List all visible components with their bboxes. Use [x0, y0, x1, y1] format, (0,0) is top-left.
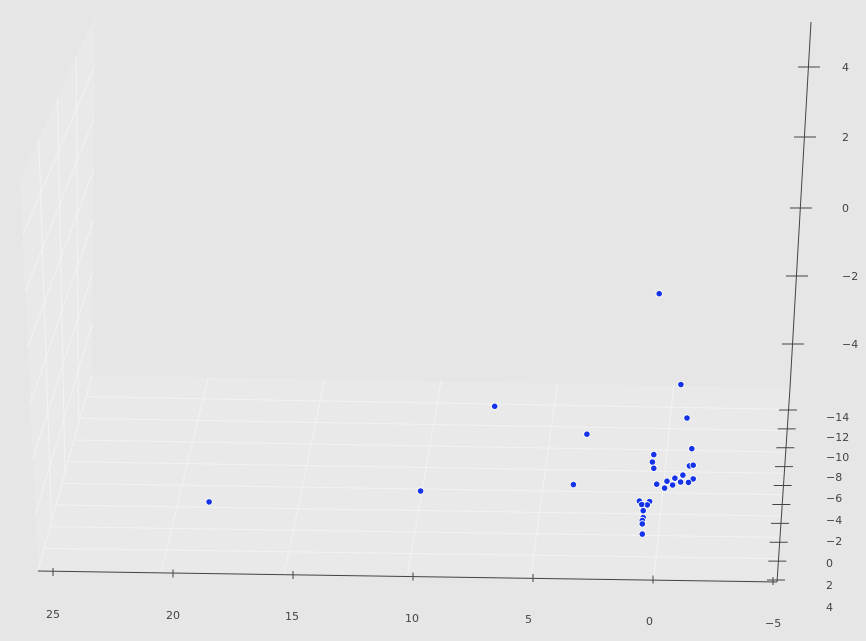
data-point[interactable] [650, 450, 658, 459]
z-tick-label: −2 [842, 270, 858, 283]
y-tick-label: −8 [826, 471, 842, 484]
data-point[interactable] [688, 445, 696, 453]
data-point[interactable] [491, 402, 499, 410]
y-tick-label: 4 [826, 601, 833, 614]
z-tick-label: 0 [842, 202, 849, 215]
data-point[interactable] [663, 477, 671, 485]
floor-grid-line [43, 547, 779, 560]
y-tick-label: −10 [826, 451, 849, 464]
data-point[interactable] [653, 480, 661, 488]
data-point[interactable] [638, 530, 646, 538]
data-point[interactable] [569, 480, 578, 489]
y-tick-label: 0 [826, 557, 833, 570]
data-point[interactable] [684, 478, 693, 486]
data-point[interactable] [638, 500, 646, 509]
y-tick-label: −2 [826, 535, 842, 548]
data-point[interactable] [638, 520, 646, 528]
floor-grid-line [160, 377, 209, 572]
x-axis-ticks: 25 20 15 10 5 0 −5 [46, 568, 781, 630]
scatter-points[interactable] [205, 290, 697, 538]
x-tick-label: 15 [285, 610, 299, 623]
x-axis-line [37, 570, 778, 583]
wall-grid-line [57, 97, 66, 473]
z-tick-label: 4 [842, 61, 849, 74]
data-point[interactable] [660, 484, 669, 492]
wall-grid-line [38, 138, 52, 522]
data-point[interactable] [676, 478, 685, 486]
y-tick-label: 2 [826, 579, 833, 592]
z-tick-label: −4 [842, 338, 858, 351]
floor-grid-line [283, 379, 326, 574]
data-point[interactable] [671, 474, 679, 482]
floor-grid-line [67, 461, 785, 474]
floor-grid-line [407, 381, 442, 576]
data-point[interactable] [583, 430, 591, 438]
data-point[interactable] [679, 471, 687, 479]
data-point[interactable] [416, 487, 425, 495]
data-point[interactable] [650, 464, 658, 472]
data-point[interactable] [639, 507, 647, 515]
floor-grid-line [530, 383, 558, 577]
data-point[interactable] [205, 498, 213, 506]
z-axis-line [789, 21, 812, 389]
x-tick-label: 10 [405, 612, 419, 625]
x-tick-label: 25 [46, 608, 60, 621]
data-point[interactable] [648, 458, 657, 466]
floor-grid-line [79, 417, 788, 432]
floor-grid-line [49, 526, 780, 538]
z-tick-label: 2 [842, 131, 849, 144]
data-point[interactable] [689, 475, 697, 483]
wall-grid-line [75, 56, 79, 424]
data-point[interactable] [655, 290, 663, 298]
y-axis-line [776, 387, 791, 583]
axes [37, 21, 812, 583]
floor-grid-line [85, 396, 789, 410]
x-tick-label: 5 [525, 613, 532, 626]
data-point[interactable] [689, 461, 697, 469]
data-point[interactable] [677, 380, 685, 389]
y-tick-label: −14 [826, 411, 849, 424]
data-point[interactable] [668, 481, 677, 489]
y-axis-ticks: −14 −12 −10 −8 −6 −4 −2 0 2 4 [767, 409, 849, 614]
y-tick-label: −4 [826, 514, 842, 527]
floor-grid-line [73, 439, 786, 453]
x-tick-label: 20 [166, 609, 180, 622]
y-tick-label: −12 [826, 431, 849, 444]
z-axis-ticks: 4 2 0 −2 −4 [782, 61, 858, 351]
x-tick-label: −5 [765, 617, 781, 630]
x-tick-label: 0 [646, 615, 653, 628]
data-point[interactable] [683, 414, 691, 422]
y-tick-label: −6 [826, 492, 842, 505]
floor-grid-line [55, 504, 782, 517]
